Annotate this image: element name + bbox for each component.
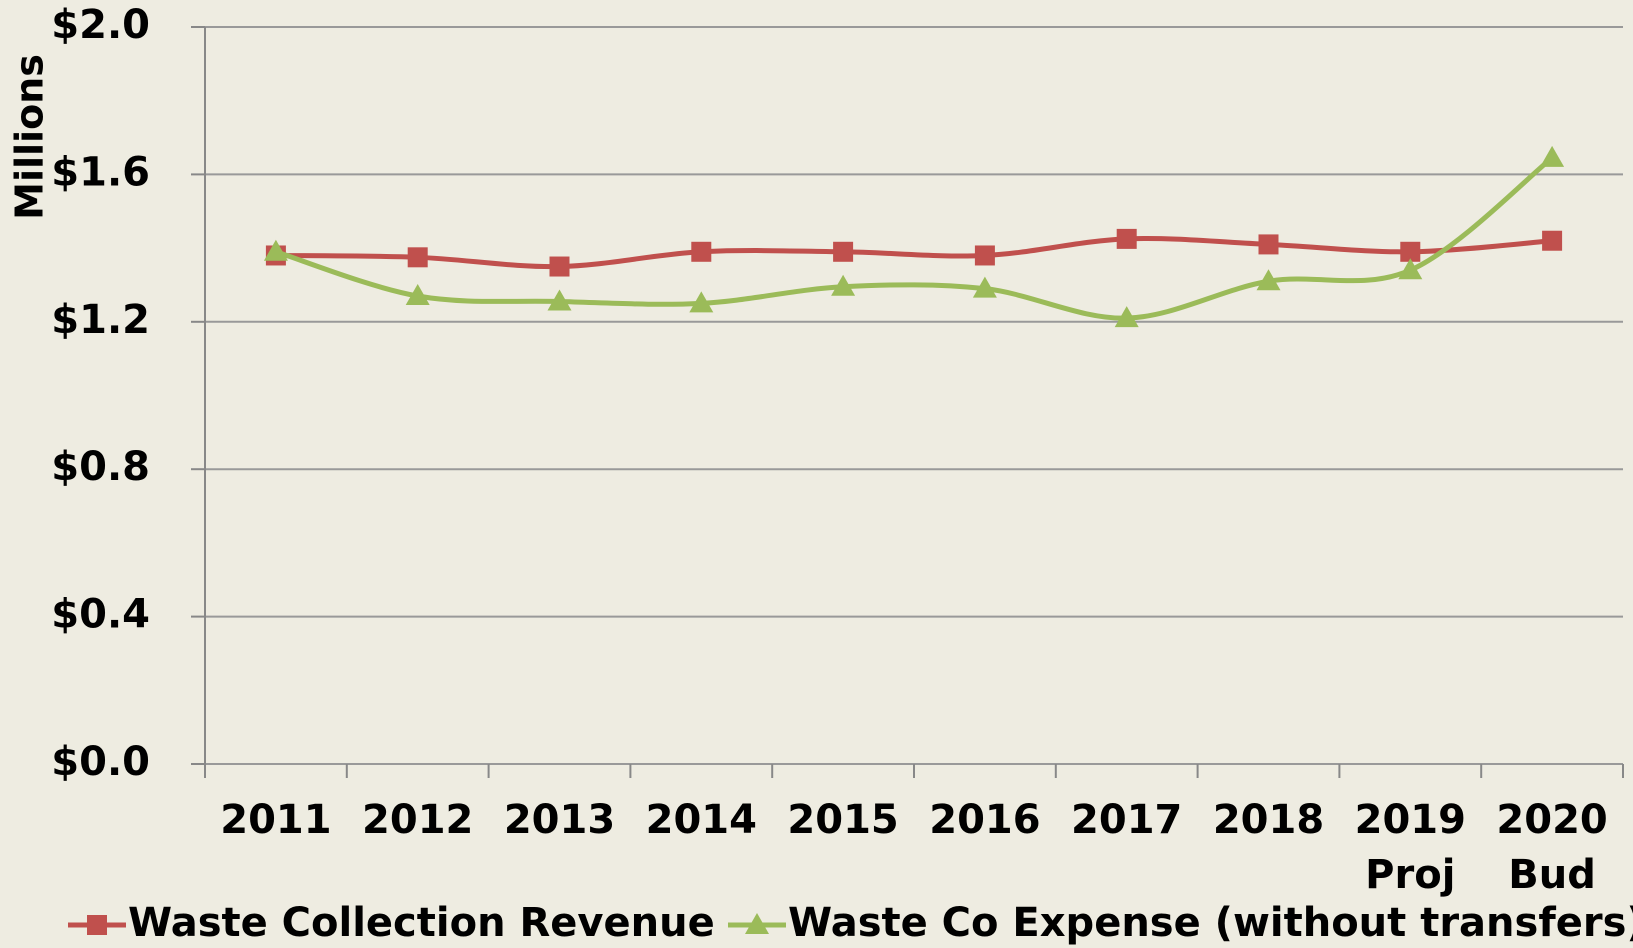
marker xyxy=(833,241,854,262)
marker xyxy=(1256,269,1281,291)
marker xyxy=(87,915,107,935)
marker xyxy=(547,289,572,311)
marker xyxy=(972,276,997,298)
y-tick-label: $0.4 xyxy=(51,592,150,638)
marker xyxy=(1398,258,1423,280)
marker xyxy=(263,239,288,261)
x-tick-label: 2018 xyxy=(1213,797,1324,843)
x-tick-label-line: 2020 xyxy=(1496,797,1607,843)
x-tick-label-line: 2019 xyxy=(1355,797,1466,843)
marker xyxy=(1400,241,1421,262)
x-tick-label-line: Bud xyxy=(1508,852,1596,898)
legend-label: Waste Co Expense (without transfers) xyxy=(788,900,1633,946)
x-tick-label: 2016 xyxy=(929,797,1040,843)
marker xyxy=(405,284,430,306)
y-axis-label: Millions xyxy=(8,54,52,220)
x-tick-label: 2014 xyxy=(646,797,757,843)
x-tick-label: 2020 Bud xyxy=(1496,797,1607,898)
marker xyxy=(689,291,714,313)
marker xyxy=(1540,145,1565,167)
x-tick-label: 2012 xyxy=(362,797,473,843)
series-line xyxy=(275,236,1553,270)
x-tick-label: 2019 Proj xyxy=(1355,797,1466,898)
y-tick-label: $1.2 xyxy=(51,297,150,343)
x-tick-label: 2013 xyxy=(504,797,615,843)
marker xyxy=(1116,228,1137,249)
x-tick-label: 2011 xyxy=(220,797,331,843)
legend-label: Waste Collection Revenue xyxy=(128,900,715,946)
marker xyxy=(549,256,570,277)
marker xyxy=(1258,234,1279,255)
x-tick-label-line: Proj xyxy=(1365,852,1455,898)
y-tick-label: $0.0 xyxy=(51,739,150,785)
y-tick-label: $0.8 xyxy=(51,444,150,490)
marker xyxy=(831,274,856,296)
marker xyxy=(407,247,428,268)
series-line xyxy=(275,155,1554,321)
marker xyxy=(1114,306,1139,328)
y-tick-label: $1.6 xyxy=(51,149,150,195)
marker xyxy=(974,245,995,266)
marker xyxy=(745,913,769,934)
x-tick-label: 2017 xyxy=(1071,797,1182,843)
y-tick-label: $2.0 xyxy=(51,2,150,48)
marker xyxy=(691,241,712,262)
x-tick-label: 2015 xyxy=(787,797,898,843)
marker xyxy=(1542,230,1563,251)
